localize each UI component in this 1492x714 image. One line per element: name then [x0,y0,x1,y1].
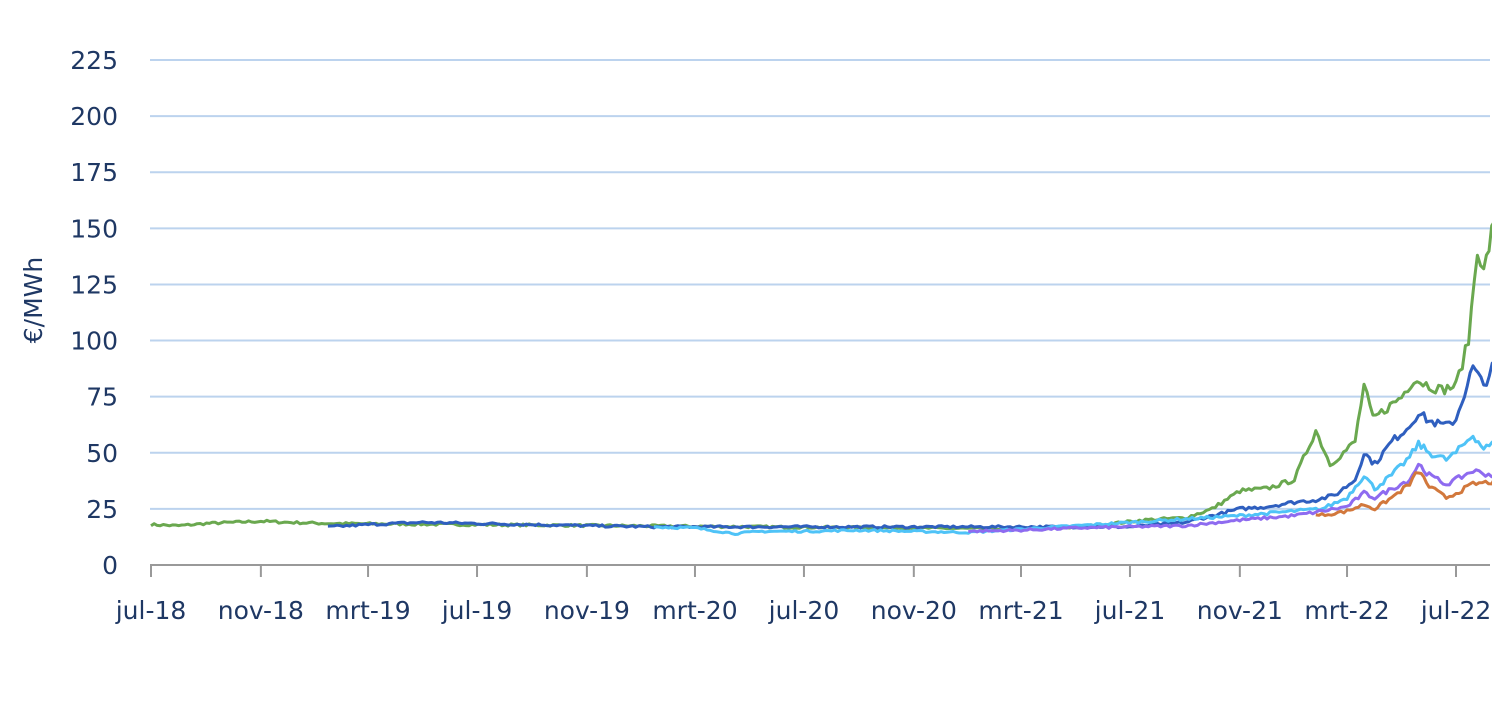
series-line-5 [1315,471,1492,518]
x-tick-label: jul-19 [441,596,513,625]
y-tick-label: 200 [70,102,118,131]
x-tick-label: jul-18 [115,596,187,625]
x-tick-label: jul-22 [1420,596,1492,625]
series-line-1 [150,222,1492,532]
y-tick-label: 225 [70,46,118,75]
x-tick-label: nov-20 [871,596,957,625]
series-line-3 [653,434,1492,536]
y-tick-label: 100 [70,327,118,356]
x-tick-label: nov-19 [544,596,630,625]
x-tick-label: mrt-19 [325,596,410,625]
x-tick-label: nov-18 [218,596,304,625]
x-tick-label: nov-21 [1197,596,1283,625]
y-tick-label: 175 [70,158,118,187]
x-tick-label: jul-20 [768,596,840,625]
y-tick-label: 25 [86,495,118,524]
y-tick-label: 50 [86,439,118,468]
y-tick-label: 75 [86,383,118,412]
series-line-2 [327,361,1492,530]
x-tick-label: mrt-22 [1304,596,1389,625]
y-axis-ticks: 0 25 50 75 100 125 150 175 200 225 [70,46,118,580]
x-tick-label: mrt-21 [978,596,1063,625]
x-tick-label: jul-21 [1094,596,1166,625]
series-line-4 [968,462,1492,534]
x-tick-label: mrt-20 [652,596,737,625]
y-tick-label: 150 [70,214,118,243]
y-axis-title: €/MWh [19,257,48,343]
y-tick-label: 125 [70,270,118,299]
gridlines [150,59,1490,510]
y-tick-label: 0 [102,551,118,580]
x-axis: jul-18 nov-18 mrt-19 jul-19 nov-19 mrt-20 jul-… [115,564,1492,625]
series-lines [150,222,1492,536]
